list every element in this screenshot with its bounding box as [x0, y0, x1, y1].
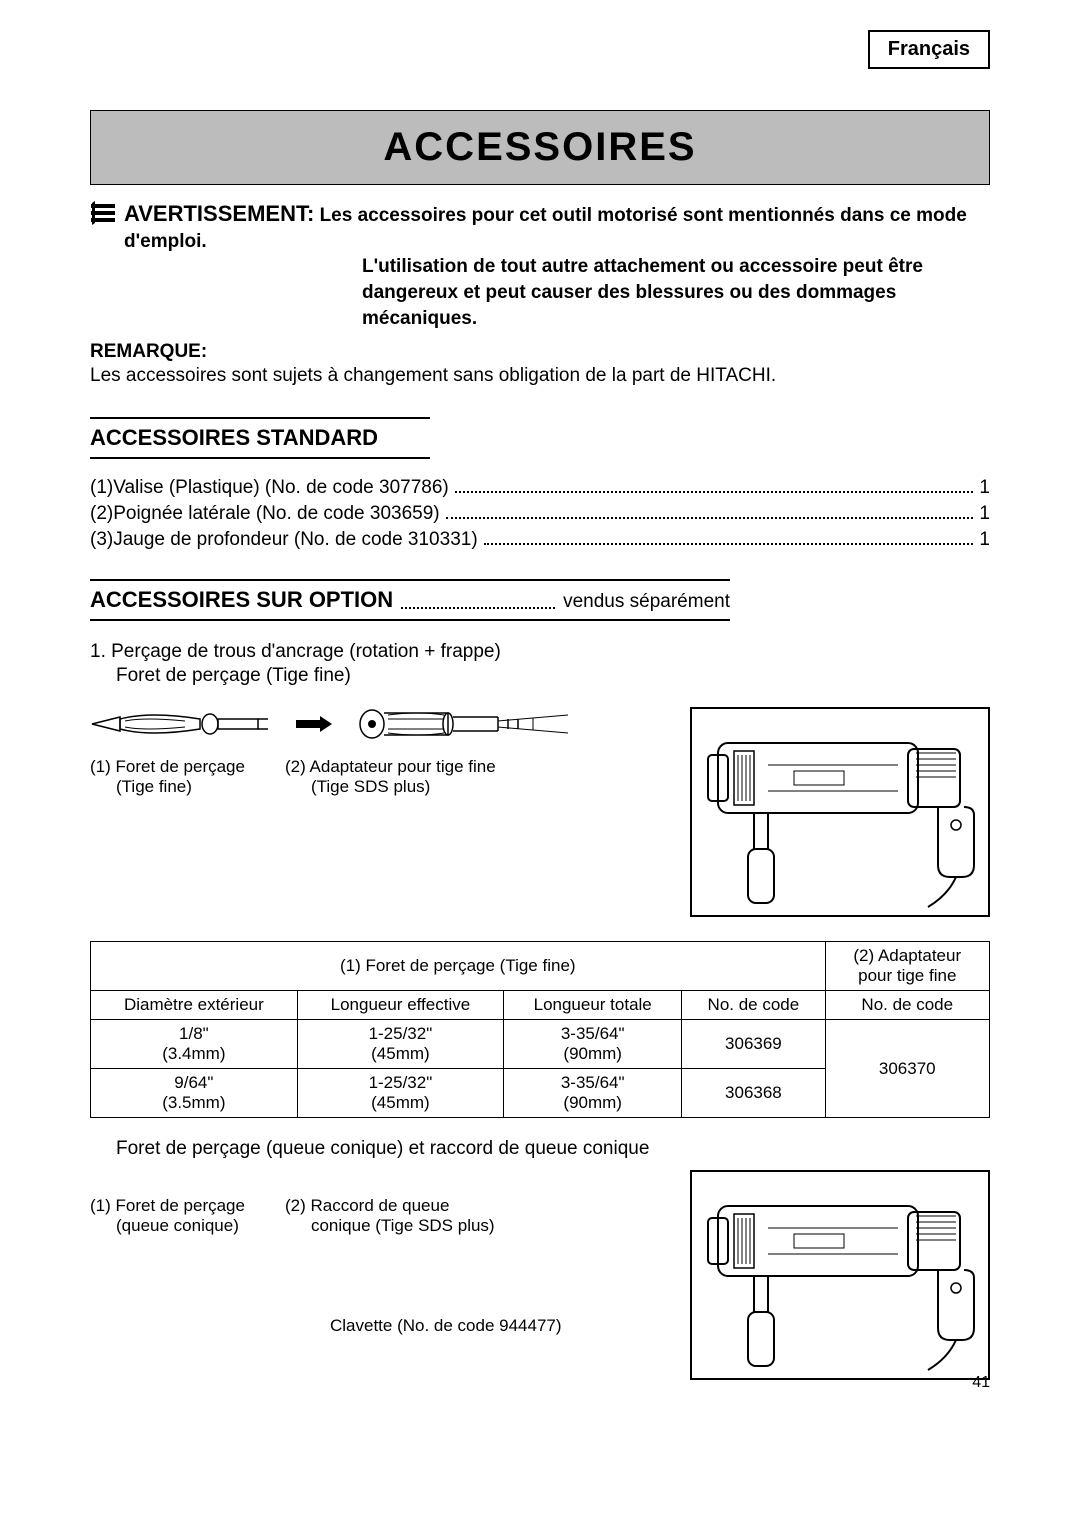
table-cell: 306368 — [682, 1069, 825, 1118]
caption-1a: (1) Foret de perçage (Tige fine) — [90, 757, 245, 797]
table-cell: 1-25/32"(45mm) — [297, 1069, 503, 1118]
col-header: Longueur effective — [297, 991, 503, 1020]
std-item: (3)Jauge de profondeur (No. de code 3103… — [90, 529, 990, 551]
col-header: No. de code — [682, 991, 825, 1020]
caption-2b: (2) Raccord de queue conique (Tige SDS p… — [285, 1196, 495, 1236]
dots — [484, 543, 974, 545]
std-list: (1)Valise (Plastique) (No. de code 30778… — [90, 477, 990, 551]
std-item-qty: 1 — [979, 503, 990, 525]
table-head-1: (1) Foret de perçage (Tige fine) — [91, 942, 826, 991]
dots — [446, 517, 974, 519]
clavette-label: Clavette (No. de code 944477) — [330, 1316, 670, 1336]
page-number: 41 — [972, 1374, 990, 1392]
arrow-icon — [294, 714, 334, 734]
table-cell: 3-35/64"(90mm) — [504, 1069, 682, 1118]
table-cell: 1-25/32"(45mm) — [297, 1020, 503, 1069]
opt-heading-row: ACCESSOIRES SUR OPTION vendus séparément — [90, 579, 730, 621]
bit-diagram-row — [90, 707, 670, 741]
adapter-icon — [358, 707, 578, 741]
opt-list: 1. Perçage de trous d'ancrage (rotation … — [90, 641, 990, 1380]
std-item: (1)Valise (Plastique) (No. de code 30778… — [90, 477, 990, 499]
caption-2a: (1) Foret de perçage (queue conique) — [90, 1196, 245, 1236]
warning-line2: L'utilisation de tout autre attachement … — [362, 254, 990, 331]
table-cell: 3-35/64"(90mm) — [504, 1020, 682, 1069]
std-heading: ACCESSOIRES STANDARD — [90, 417, 430, 459]
dots — [401, 607, 555, 609]
opt-sub2: Foret de perçage (queue conique) et racc… — [116, 1138, 990, 1160]
warning-block: AVERTISSEMENT: Les accessoires pour cet … — [90, 199, 990, 331]
col-header: Diamètre extérieur — [91, 991, 298, 1020]
table-cell: 9/64"(3.5mm) — [91, 1069, 298, 1118]
std-item-label: (3)Jauge de profondeur (No. de code 3103… — [90, 529, 478, 551]
table-cell: 306369 — [682, 1020, 825, 1069]
remark-text: Les accessoires sont sujets à changement… — [90, 365, 990, 387]
drill-bit-icon — [90, 709, 270, 739]
col-header: No. de code — [825, 991, 989, 1020]
opt-item1-line2: Foret de perçage (Tige fine) — [116, 665, 990, 687]
opt-heading: ACCESSOIRES SUR OPTION — [90, 587, 393, 613]
table-head-2: (2) Adaptateur pour tige fine — [825, 942, 989, 991]
caption-1b: (2) Adaptateur pour tige fine (Tige SDS … — [285, 757, 496, 797]
drill-illustration-1 — [690, 707, 990, 917]
std-item-qty: 1 — [979, 477, 990, 499]
std-item-label: (2)Poignée latérale (No. de code 303659) — [90, 503, 440, 525]
col-header: Longueur totale — [504, 991, 682, 1020]
std-item-label: (1)Valise (Plastique) (No. de code 30778… — [90, 477, 449, 499]
warning-icon — [90, 201, 116, 331]
table-cell: 1/8"(3.4mm) — [91, 1020, 298, 1069]
warning-label: AVERTISSEMENT: — [124, 201, 314, 226]
spec-table: (1) Foret de perçage (Tige fine) (2) Ada… — [90, 941, 990, 1118]
table-cell: 306370 — [825, 1020, 989, 1118]
opt-tail: vendus séparément — [563, 591, 730, 613]
opt-item1-line1: 1. Perçage de trous d'ancrage (rotation … — [90, 641, 990, 663]
std-item-qty: 1 — [979, 529, 990, 551]
drill-illustration-2 — [690, 1170, 990, 1380]
remark-label: REMARQUE: — [90, 341, 990, 363]
language-label: Français — [868, 30, 990, 69]
dots — [455, 491, 974, 493]
page-title: ACCESSOIRES — [90, 110, 990, 185]
std-item: (2)Poignée latérale (No. de code 303659)… — [90, 503, 990, 525]
